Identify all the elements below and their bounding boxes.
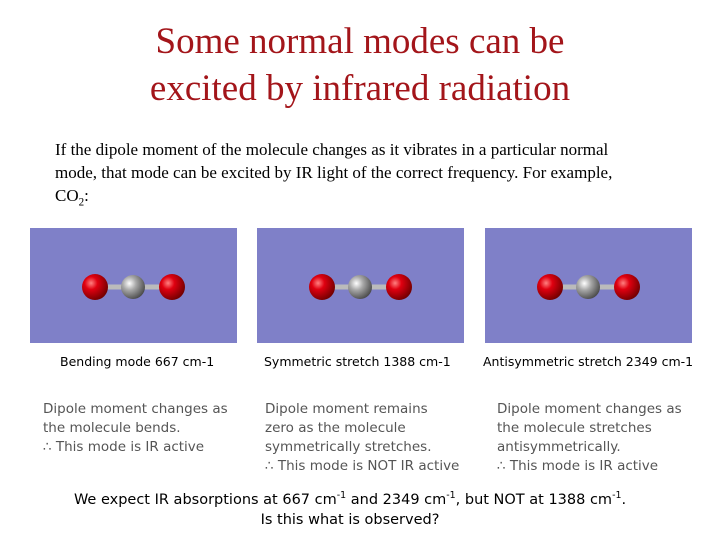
molecule-panel	[485, 228, 692, 343]
mode-description: Dipole moment changes as	[43, 401, 228, 417]
carbon-atom	[121, 275, 145, 299]
subscript: 2	[78, 196, 85, 209]
title-line: Some normal modes can be	[155, 21, 565, 62]
mode-description: ∴ This mode is IR active	[497, 458, 659, 474]
molecule	[537, 274, 640, 300]
mode-description: the molecule bends.	[43, 420, 181, 436]
title-line: excited by infrared radiation	[149, 68, 571, 109]
mode-description: the molecule stretches	[497, 420, 652, 436]
mode-caption: Antisymmetric stretch 2349 cm-1	[483, 354, 694, 369]
mode-caption: Symmetric stretch 1388 cm-1	[264, 354, 451, 369]
mode-description: ∴ This mode is NOT IR active	[265, 458, 460, 474]
intro-line: If the dipole moment of the molecule cha…	[55, 140, 609, 159]
carbon-atom	[348, 275, 372, 299]
superscript: -1	[336, 490, 347, 501]
footer-line: Is this what is observed?	[260, 512, 440, 528]
mode-description: antisymmetrically.	[497, 439, 621, 455]
text: .	[621, 491, 627, 508]
carbon-atom	[576, 275, 600, 299]
mode-description: symmetrically stretches.	[265, 439, 432, 455]
intro-line: CO2:	[55, 186, 89, 208]
molecule-panel	[257, 228, 464, 343]
superscript: -1	[612, 490, 622, 501]
oxygen-atom	[309, 274, 335, 300]
intro-line: mode, that mode can be excited by IR lig…	[55, 163, 613, 182]
oxygen-atom	[614, 274, 640, 300]
text: We expect IR absorptions at 667 cm	[73, 491, 337, 508]
oxygen-atom	[386, 274, 412, 300]
text: :	[84, 186, 89, 205]
superscript: -1	[446, 490, 456, 501]
molecule	[82, 274, 185, 300]
oxygen-atom	[159, 274, 185, 300]
mode-description: Dipole moment changes as	[497, 401, 682, 417]
text: , but NOT at 1388 cm	[455, 491, 613, 508]
mode-caption: Bending mode 667 cm-1	[60, 354, 215, 369]
mode-description: zero as the molecule	[265, 420, 406, 436]
mode-description: ∴ This mode is IR active	[43, 439, 205, 455]
text: CO	[55, 186, 79, 205]
text: and 2349 cm	[346, 491, 447, 508]
molecule	[309, 274, 412, 300]
oxygen-atom	[537, 274, 563, 300]
footer-line: We expect IR absorptions at 667 cm-1 and…	[0, 490, 700, 508]
molecule-panel	[30, 228, 237, 343]
mode-description: Dipole moment remains	[265, 401, 428, 417]
oxygen-atom	[82, 274, 108, 300]
